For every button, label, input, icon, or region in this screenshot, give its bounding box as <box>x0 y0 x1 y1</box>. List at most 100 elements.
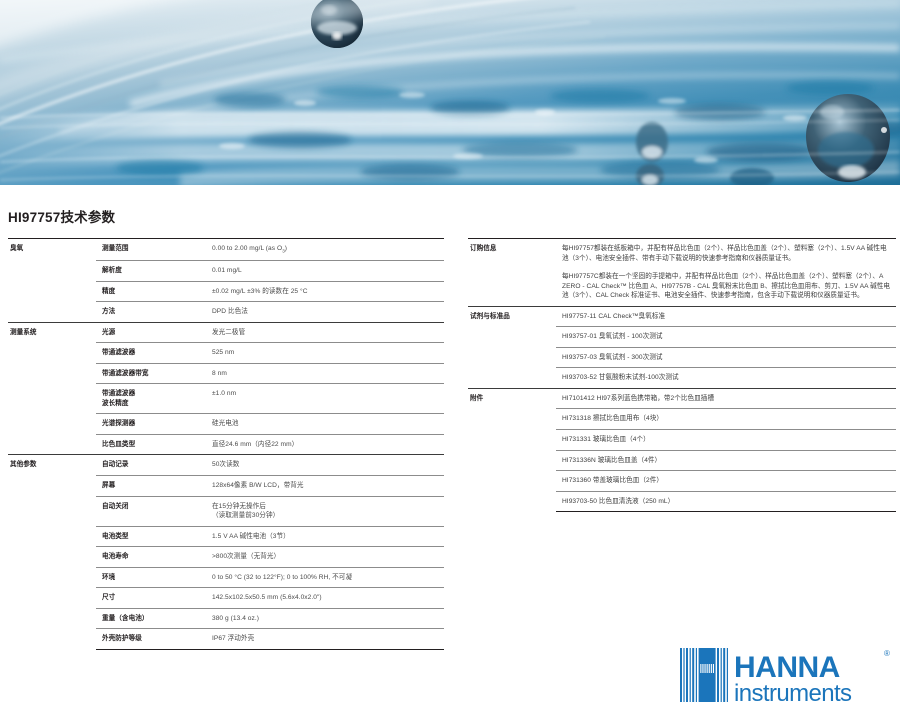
row-key: 环境 <box>96 566 206 588</box>
table-row: HI731331 玻璃比色皿（4个） <box>468 429 896 451</box>
list-item: HI7101412 HI97系列蓝色携带箱，带2个比色皿插槽 <box>556 387 896 409</box>
table-row: 环境 0 to 50 °C (32 to 122°F); 0 to 100% R… <box>8 566 444 588</box>
row-key: 屏幕 <box>96 474 206 497</box>
row-value: ±1.0 nm <box>206 383 444 414</box>
hero-banner <box>0 0 900 185</box>
hanna-instruments-logo: HANNA ® instruments <box>680 644 894 706</box>
table-row: HI731336N 玻璃比色皿盖（4件） <box>468 449 896 471</box>
row-key: 自动记录 <box>96 454 206 476</box>
group-label-accessories: 附件 <box>468 387 556 512</box>
row-key: 电池寿命 <box>96 546 206 568</box>
table-row: 带通滤波器 525 nm <box>8 342 444 364</box>
row-key: 尺寸 <box>96 587 206 609</box>
table-row: 带通滤波器 波长精度 ±1.0 nm <box>8 383 444 414</box>
row-key: 精度 <box>96 280 206 302</box>
row-value: 0.01 mg/L <box>206 259 444 282</box>
list-item: HI93703-52 甘氨酸粉末试剂-100次测试 <box>556 367 896 389</box>
table-row: 电池寿命 >800次测量（无背光） <box>8 546 444 568</box>
row-value: 发光二极管 <box>206 321 444 343</box>
row-value: 0 to 50 °C (32 to 122°F); 0 to 100% RH, … <box>206 566 444 588</box>
table-row: 臭氧 测量范围 0.00 to 2.00 mg/L (as O3) <box>8 238 444 323</box>
table-row: HI93757-03 臭氧试剂 - 300次测试 <box>468 346 896 368</box>
row-value: 在15分钟无操作后 （读取测量前30分钟） <box>206 495 444 527</box>
left-spec-table: 臭氧 测量范围 0.00 to 2.00 mg/L (as O3) 解析度 0.… <box>8 238 444 650</box>
table-row: HI731360 带盖玻璃比色皿（2件） <box>468 470 896 492</box>
water-droplet-small-group <box>636 122 774 185</box>
row-value: 1.5 V AA 碱性电池（3节） <box>206 525 444 547</box>
group-label-measurement-system: 测量系统 <box>8 321 96 455</box>
row-key: 外壳防护等级 <box>96 628 206 650</box>
table-row: 电池类型 1.5 V AA 碱性电池（3节） <box>8 525 444 547</box>
list-item: HI731331 玻璃比色皿（4个） <box>556 429 896 451</box>
group-label-other-parameters: 其他参数 <box>8 454 96 650</box>
page-title: HI97757技术参数 <box>8 210 116 225</box>
row-value: DPD 比色法 <box>206 301 444 323</box>
water-ripple-illustration <box>0 0 900 185</box>
row-key: 重量（含电池） <box>96 607 206 629</box>
logo-tagline-text: instruments <box>734 680 852 706</box>
row-value: 128x64像素 B/W LCD，带背光 <box>206 474 444 497</box>
left-spec-table-wrapper: 臭氧 测量范围 0.00 to 2.00 mg/L (as O3) 解析度 0.… <box>8 238 444 650</box>
ordering-paragraph-1: 每HI97757都装在纸板箱中，并配有样品比色皿（2个）、样品比色皿盖（2个）、… <box>562 245 887 262</box>
logo-brand-text: HANNA <box>734 651 840 684</box>
row-value: 142.5x102.5x50.5 mm (5.6x4.0x2.0") <box>206 587 444 609</box>
table-row: 试剂与标准品 HI97757-11 CAL Check™臭氧标准 <box>468 305 896 389</box>
list-item: HI93757-03 臭氧试剂 - 300次测试 <box>556 346 896 368</box>
table-row: 屏幕 128x64像素 B/W LCD，带背光 <box>8 474 444 497</box>
table-row: 附件 HI7101412 HI97系列蓝色携带箱，带2个比色皿插槽 <box>468 387 896 512</box>
list-item: HI93757-01 臭氧试剂 - 100次测试 <box>556 326 896 348</box>
logo-registered-mark: ® <box>884 649 890 658</box>
row-key: 光源 <box>96 321 206 343</box>
row-key: 自动关闭 <box>96 495 206 527</box>
row-key: 比色皿类型 <box>96 433 206 455</box>
row-value: IP67 浮动外壳 <box>206 628 444 650</box>
row-value: ±0.02 mg/L ±3% 的读数在 25 °C <box>206 280 444 302</box>
list-item: HI731360 带盖玻璃比色皿（2件） <box>556 470 896 492</box>
row-key: 带通滤波器带宽 <box>96 362 206 384</box>
table-row: 尺寸 142.5x102.5x50.5 mm (5.6x4.0x2.0") <box>8 587 444 609</box>
table-row: HI93757-01 臭氧试剂 - 100次测试 <box>468 326 896 348</box>
row-key: 方法 <box>96 301 206 323</box>
table-row: 重量（含电池） 380 g (13.4 oz.) <box>8 607 444 629</box>
logo-artwork: HANNA ® instruments <box>680 648 890 706</box>
ordering-paragraph-2: 每HI97757C都装在一个坚固的手提箱中，并配有样品比色皿（2个）、样品比色皿… <box>562 273 891 300</box>
row-value: 8 nm <box>206 362 444 384</box>
table-row: 测量系统 光源 发光二极管 <box>8 321 444 455</box>
group-label-ordering-information: 订购信息 <box>468 238 556 307</box>
water-droplet-right <box>806 94 890 182</box>
table-row: 订购信息 每HI97757都装在纸板箱中，并配有样品比色皿（2个）、样品比色皿盖… <box>468 238 896 307</box>
ordering-information-body: 每HI97757都装在纸板箱中，并配有样品比色皿（2个）、样品比色皿盖（2个）、… <box>556 238 896 307</box>
table-row: HI93703-52 甘氨酸粉末试剂-100次测试 <box>468 367 896 389</box>
group-label-reagents-standards: 试剂与标准品 <box>468 305 556 389</box>
row-value: 直径24.6 mm（内径22 mm） <box>206 433 444 455</box>
row-key: 解析度 <box>96 259 206 282</box>
row-key: 光谱探测器 <box>96 413 206 435</box>
table-row: 带通滤波器带宽 8 nm <box>8 362 444 384</box>
list-item: HI731318 擦拭比色皿用布（4块） <box>556 408 896 430</box>
table-row: 自动关闭 在15分钟无操作后 （读取测量前30分钟） <box>8 495 444 527</box>
right-spec-table: 订购信息 每HI97757都装在纸板箱中，并配有样品比色皿（2个）、样品比色皿盖… <box>468 238 896 513</box>
list-item: HI731336N 玻璃比色皿盖（4件） <box>556 449 896 471</box>
table-row: HI93703-50 比色皿清洗液（250 mL） <box>468 490 896 513</box>
table-row: 方法 DPD 比色法 <box>8 301 444 323</box>
row-value: 0.00 to 2.00 mg/L (as O3) <box>206 238 444 261</box>
table-row: HI731318 擦拭比色皿用布（4块） <box>468 408 896 430</box>
table-row: 解析度 0.01 mg/L <box>8 259 444 282</box>
group-label-ozone: 臭氧 <box>8 238 96 323</box>
row-key: 带通滤波器 波长精度 <box>96 383 206 414</box>
table-row: 比色皿类型 直径24.6 mm（内径22 mm） <box>8 433 444 455</box>
row-value: 50次读数 <box>206 454 444 476</box>
row-key: 带通滤波器 <box>96 342 206 364</box>
list-item: HI93703-50 比色皿清洗液（250 mL） <box>556 490 896 513</box>
row-value: 380 g (13.4 oz.) <box>206 607 444 629</box>
row-key: 测量范围 <box>96 238 206 261</box>
row-value: 525 nm <box>206 342 444 364</box>
table-row: 光谱探测器 硅光电池 <box>8 413 444 435</box>
row-value: >800次测量（无背光） <box>206 546 444 568</box>
row-value: 硅光电池 <box>206 413 444 435</box>
table-row: 外壳防护等级 IP67 浮动外壳 <box>8 628 444 650</box>
table-row: 其他参数 自动记录 50次读数 <box>8 454 444 650</box>
list-item: HI97757-11 CAL Check™臭氧标准 <box>556 305 896 327</box>
row-key: 电池类型 <box>96 525 206 547</box>
right-spec-table-wrapper: 订购信息 每HI97757都装在纸板箱中，并配有样品比色皿（2个）、样品比色皿盖… <box>468 238 896 513</box>
